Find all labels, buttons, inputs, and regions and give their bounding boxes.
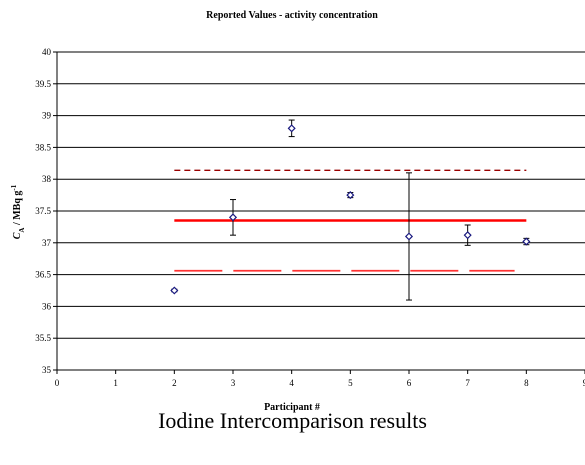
y-axis-label: CA / MBq g-1 [10, 184, 26, 239]
x-tick-label: 0 [55, 378, 60, 388]
x-tick-label: 3 [231, 378, 236, 388]
caption: Iodine Intercomparison results [158, 408, 427, 433]
x-tick-label: 9 [583, 378, 585, 388]
tick-labels: 35 35.5 36 36.5 37 37.5 38 38.5 39 39.5 40 0 1 2 3 4 5 6 7… [35, 47, 585, 388]
y-tick-label: 37 [42, 238, 52, 248]
y-tick-label: 36.5 [35, 270, 51, 280]
reference-lines [174, 169, 527, 272]
x-tick-label: 1 [113, 378, 118, 388]
data-points [170, 119, 531, 301]
y-tick-label: 35.5 [35, 333, 51, 343]
data-point [346, 191, 355, 200]
data-point [522, 237, 531, 246]
x-tick-label: 5 [348, 378, 353, 388]
data-point [287, 124, 296, 133]
data-point [463, 231, 472, 240]
y-tick-label: 40 [42, 47, 52, 57]
data-point [404, 232, 414, 241]
y-tick-label: 39 [42, 111, 52, 121]
y-tick-label: 39.5 [35, 79, 51, 89]
chart-title: Reported Values - activity concentration [206, 10, 378, 21]
y-tick-label: 36 [42, 301, 52, 311]
y-tick-label: 38.5 [35, 142, 51, 152]
x-tick-label: 8 [524, 378, 529, 388]
data-point [228, 213, 238, 222]
y-tick-label: 35 [42, 365, 52, 375]
x-tick-label: 6 [407, 378, 412, 388]
y-tick-label: 37.5 [35, 206, 51, 216]
x-tick-label: 7 [465, 378, 470, 388]
axes [53, 51, 585, 374]
x-axis-label: Participant # [264, 402, 320, 413]
data-point [170, 286, 179, 295]
gridlines [57, 51, 585, 371]
x-tick-label: 4 [289, 378, 294, 388]
y-tick-label: 38 [42, 174, 52, 184]
x-tick-label: 2 [172, 378, 177, 388]
